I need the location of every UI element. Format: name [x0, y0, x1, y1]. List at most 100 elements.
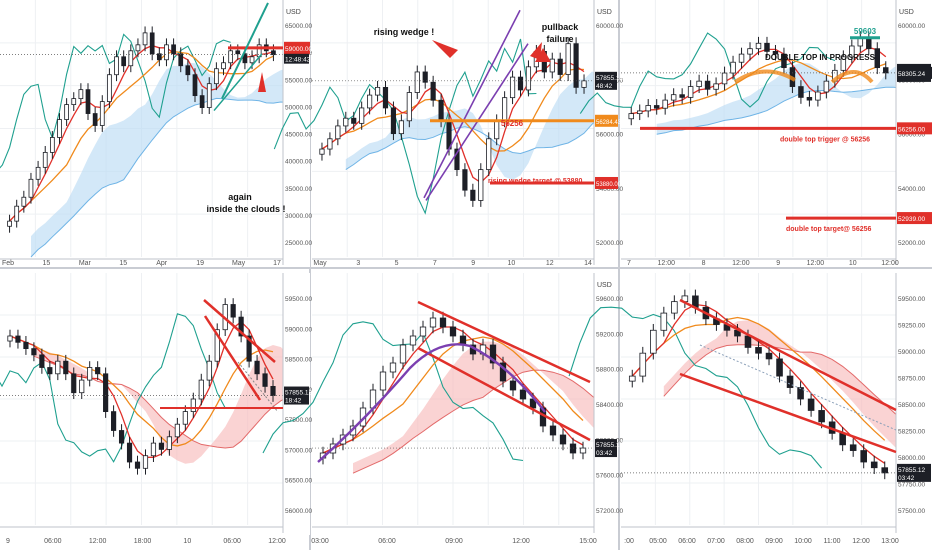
- candle-body: [142, 32, 148, 46]
- candle-body: [149, 32, 155, 55]
- candle-body: [85, 89, 91, 114]
- time-tick-label: 10:00: [794, 538, 812, 545]
- candle-body: [228, 50, 234, 64]
- candle-body: [439, 317, 447, 328]
- time-tick-label: Mar: [79, 260, 92, 267]
- price-tick-label: 57000.00: [285, 447, 312, 454]
- candle-body: [525, 66, 532, 91]
- tenkan-line: [321, 61, 585, 184]
- candle-body: [121, 56, 127, 67]
- annotation-56256: 56256: [501, 119, 524, 128]
- candle-body: [199, 95, 205, 108]
- kijun-line: [9, 50, 274, 222]
- candle-body: [671, 301, 678, 314]
- price-tick-label: 60000.00: [898, 23, 925, 30]
- time-tick-label: 12:00: [732, 260, 750, 267]
- candle-body: [111, 411, 117, 431]
- candle-body: [499, 362, 507, 382]
- candle-body: [99, 101, 105, 126]
- candle-body: [246, 335, 252, 362]
- annotation-pullback: pullback: [542, 22, 580, 32]
- time-tick-label: 9: [6, 538, 10, 545]
- price-tick-label: 56500.00: [285, 478, 312, 485]
- chart-panel-4: 59500.0059000.0058500.0058000.0057500.00…: [0, 273, 312, 545]
- last-price-countdown: 18:42: [285, 398, 302, 405]
- price-axis-bg: [896, 273, 932, 535]
- candle-body: [359, 107, 365, 124]
- time-tick-label: 10: [183, 538, 191, 545]
- double-top-dome-left: [733, 69, 797, 84]
- candle-body: [254, 360, 260, 375]
- last-price-tag: [595, 71, 617, 90]
- ichimoku-cloud: [345, 71, 608, 180]
- candle-body: [39, 354, 45, 368]
- price-tick-label: 25000.00: [285, 240, 312, 247]
- candle-body: [389, 362, 397, 373]
- channel-lower-line: [417, 346, 591, 442]
- cloud-span-b-line: [656, 86, 912, 135]
- candle-body: [409, 335, 417, 346]
- chart-panel-2: USD60000.0058000.0056000.0054000.0052000…: [273, 0, 623, 267]
- price-axis: USD59600.0059200.0058800.0058400.0058000…: [593, 273, 623, 535]
- price-tick-label: 59200.00: [596, 331, 623, 338]
- candle-body: [367, 94, 373, 109]
- candle-body: [249, 56, 255, 64]
- time-tick-label: 06:00: [678, 538, 696, 545]
- candle-body: [142, 455, 149, 469]
- candle-body: [449, 326, 457, 337]
- candle-body: [95, 367, 101, 375]
- wedge-upper-line: [423, 9, 521, 199]
- candle-body: [114, 56, 119, 76]
- candle-body: [49, 137, 55, 153]
- candle-body: [327, 138, 333, 150]
- candle-body: [166, 436, 172, 450]
- price-tick-label: 56000.00: [285, 508, 312, 515]
- ichimoku-cloud: [353, 341, 613, 474]
- time-tick-label: 19: [196, 260, 204, 267]
- candle-body: [198, 379, 204, 400]
- double-top-dome-right: [830, 70, 874, 84]
- candle-body: [823, 80, 830, 93]
- ichimoku-cloud: [663, 320, 917, 466]
- candle-body: [470, 189, 476, 201]
- candle-body: [134, 461, 141, 469]
- candle-body: [31, 348, 37, 356]
- candle-body: [502, 97, 508, 122]
- cloud-span-b-line: [663, 344, 917, 434]
- lagging-span-line: [0, 33, 231, 169]
- candle-body: [738, 53, 745, 63]
- candle-body: [860, 450, 867, 463]
- candle-body: [63, 360, 69, 375]
- time-tick-label: 15: [119, 260, 127, 267]
- top-price-label: 58305.24: [898, 71, 925, 78]
- price-tick-label: 50000.00: [285, 104, 312, 111]
- candle-body: [23, 341, 29, 349]
- annotation-59603: 59603: [854, 27, 877, 36]
- price-tick-label: 57500.00: [898, 508, 925, 515]
- time-tick-label: 11:00: [824, 538, 841, 545]
- candle-body: [118, 430, 125, 444]
- last-price-tag: [897, 463, 931, 482]
- candle-body: [839, 432, 846, 446]
- price-tick-label: 40000.00: [285, 159, 312, 166]
- price-tick-label: 56000.00: [596, 132, 623, 139]
- chart-panel-1: USD65000.0060000.0055000.0050000.0045000…: [0, 0, 312, 267]
- candle-body: [262, 373, 268, 387]
- candle-body: [807, 398, 815, 411]
- time-tick-label: 12:00: [852, 538, 870, 545]
- price-tick-label: 59500.00: [898, 296, 925, 303]
- candle-body: [390, 107, 397, 135]
- time-tick-label: 10: [849, 260, 857, 267]
- price-axis-bg: [594, 273, 618, 535]
- arrow-icon: [432, 40, 458, 58]
- candle-body: [849, 45, 855, 58]
- candle-body: [797, 387, 804, 400]
- annotation-inside-clouds: inside the clouds !: [206, 204, 285, 214]
- annotation-target: double top target@ 56256: [786, 226, 872, 233]
- candle-body: [579, 447, 587, 454]
- price-tick-label: 59500.00: [285, 296, 312, 303]
- candle-body: [28, 178, 34, 198]
- price-tick-label: 58500.00: [898, 402, 925, 409]
- annotations-panel-6: [679, 298, 897, 454]
- resistance-tag: [284, 41, 310, 54]
